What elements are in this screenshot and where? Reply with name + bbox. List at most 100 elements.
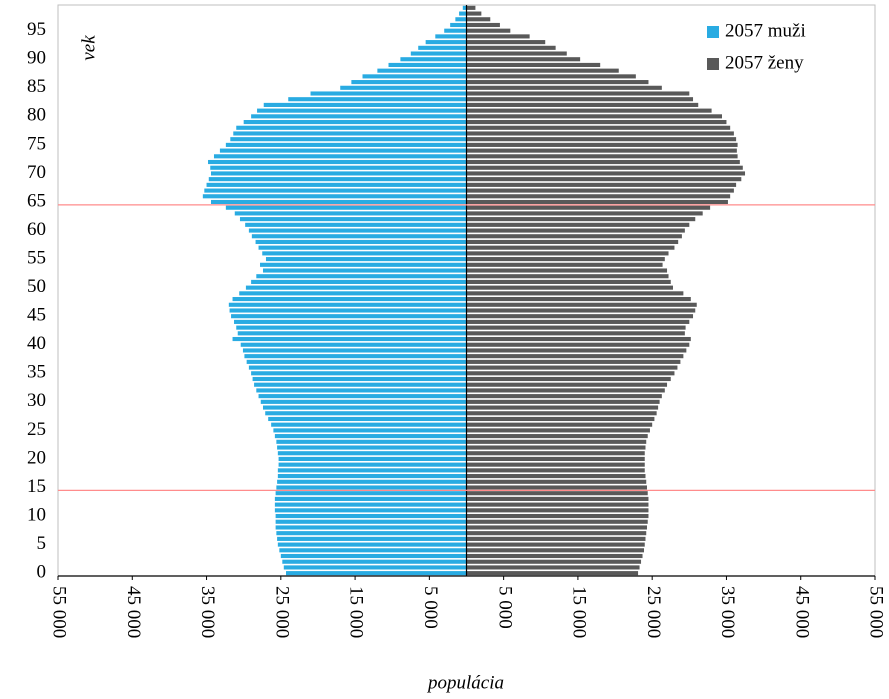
x-tick-label: 45 000 [123, 586, 144, 638]
legend-swatch [707, 58, 719, 70]
bar [466, 228, 685, 233]
bar [206, 182, 467, 187]
y-tick-label: 70 [27, 162, 46, 183]
bar [466, 348, 687, 353]
bar [450, 22, 467, 28]
bar [248, 228, 467, 233]
x-tick-label: 55 000 [49, 586, 70, 638]
bar [466, 513, 649, 519]
bar [260, 399, 467, 404]
bar [236, 325, 467, 330]
bar [466, 536, 646, 541]
bar [466, 553, 643, 559]
bar [466, 62, 601, 68]
bar [228, 302, 467, 307]
bar [466, 559, 642, 564]
y-tick-label: 10 [27, 504, 46, 525]
bar [210, 165, 467, 170]
bar [262, 251, 467, 256]
bar [275, 519, 467, 524]
bar [240, 342, 467, 347]
bar [273, 428, 467, 433]
bar [466, 342, 690, 347]
bar [466, 154, 738, 159]
bar [466, 571, 639, 576]
bar [232, 336, 467, 342]
y-tick-label: 40 [27, 333, 46, 354]
bar [466, 336, 691, 342]
x-tick-label: 5 000 [420, 586, 441, 629]
bar [466, 285, 673, 290]
bar [276, 439, 467, 444]
y-tick-label: 50 [27, 276, 46, 297]
bar [239, 291, 467, 296]
bar [466, 239, 679, 245]
y-axis-label: vek [78, 35, 99, 61]
bar [254, 382, 467, 387]
bar [262, 268, 467, 273]
bar [225, 205, 467, 210]
bar [278, 462, 467, 467]
bar [466, 5, 476, 10]
bar [466, 40, 546, 45]
bar [466, 205, 711, 210]
bar [362, 74, 467, 79]
bar [276, 531, 467, 536]
bar [239, 217, 467, 222]
bar [466, 468, 645, 473]
bar [466, 268, 668, 273]
bar [277, 479, 467, 484]
bar [260, 262, 467, 267]
bar [466, 519, 648, 524]
bar [276, 485, 467, 490]
x-tick-label: 25 000 [643, 586, 664, 638]
bar [466, 148, 737, 153]
bar [466, 422, 653, 427]
bar [234, 319, 467, 324]
bar [466, 28, 511, 33]
bar [256, 274, 467, 279]
bar [466, 262, 663, 267]
bar [466, 142, 738, 147]
bar [466, 199, 728, 205]
bar [466, 502, 649, 507]
bar [262, 405, 467, 410]
bar [466, 354, 684, 359]
bar [466, 17, 491, 22]
bar [237, 331, 467, 336]
bar [466, 565, 640, 570]
bar [466, 274, 669, 279]
bar [466, 394, 662, 399]
bar [288, 97, 467, 102]
bar [466, 376, 671, 382]
bar [351, 80, 467, 85]
bar [245, 285, 467, 290]
bar [244, 354, 467, 359]
bar [466, 308, 696, 313]
y-tick-label: 20 [27, 447, 46, 468]
bar [466, 102, 699, 107]
bar [242, 348, 467, 353]
bar [466, 531, 647, 536]
bar [455, 17, 467, 22]
y-tick-label: 65 [27, 190, 46, 211]
bar [251, 114, 467, 119]
y-tick-label: 25 [27, 419, 46, 440]
bar [282, 559, 467, 564]
bar [466, 314, 694, 319]
bar [466, 456, 645, 462]
bar [377, 68, 467, 73]
y-tick-label: 15 [27, 476, 46, 497]
bar [459, 11, 467, 16]
bar [277, 468, 467, 473]
bar [410, 51, 467, 56]
bar [466, 245, 675, 250]
bar [265, 257, 467, 262]
bar [466, 548, 645, 553]
bar [466, 485, 647, 490]
bar [208, 177, 467, 182]
bar [466, 45, 556, 50]
bar [466, 479, 647, 484]
x-tick-label: 25 000 [271, 586, 292, 638]
